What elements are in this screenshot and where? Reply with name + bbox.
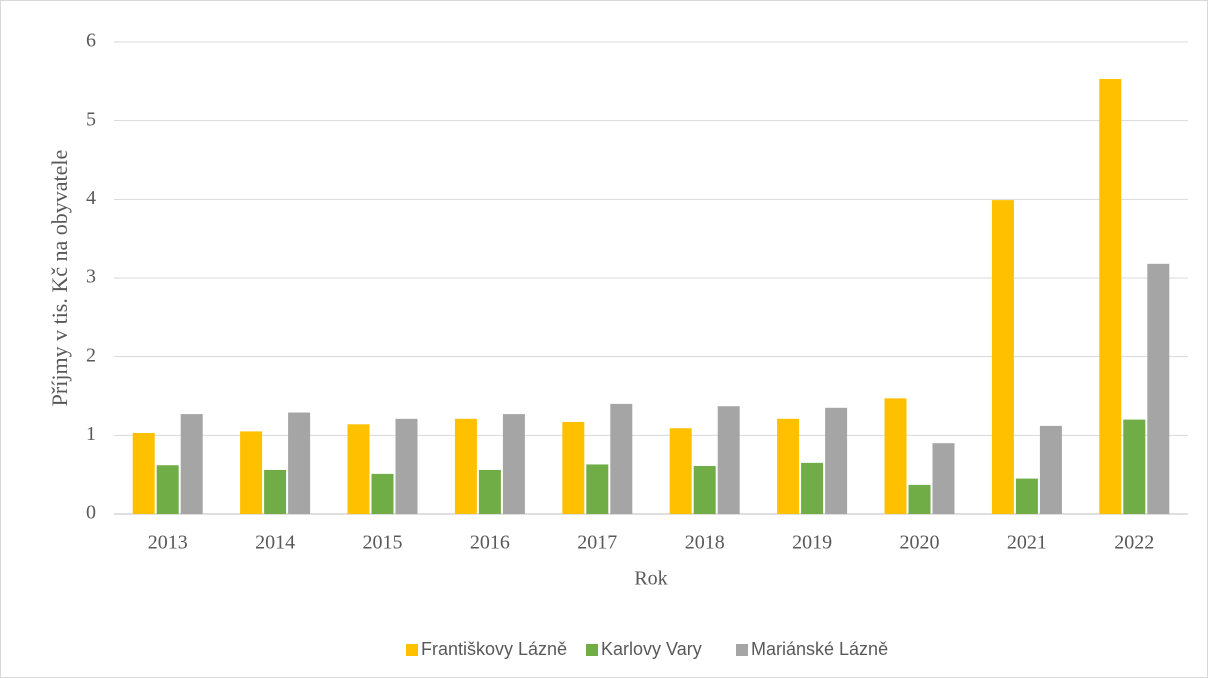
bar (991, 200, 1014, 514)
y-tick-label: 1 (86, 423, 96, 445)
x-tick-label: 2018 (685, 532, 725, 554)
y-tick-label: 0 (86, 502, 96, 524)
bar (180, 414, 203, 514)
y-tick-label: 3 (86, 266, 96, 288)
y-tick-label: 5 (86, 108, 96, 130)
bar (502, 414, 525, 514)
bar (586, 464, 609, 514)
x-tick-label: 2019 (792, 532, 832, 554)
x-tick-label: 2022 (1114, 532, 1154, 554)
bar (478, 469, 501, 514)
bar (1039, 425, 1062, 514)
bar (264, 469, 287, 514)
legend-label: Františkovy Lázně (421, 639, 567, 659)
bar (132, 432, 155, 514)
bar (288, 412, 311, 514)
x-tick-label: 2020 (900, 532, 940, 554)
bar (156, 465, 179, 514)
bar (454, 418, 477, 514)
bar (693, 466, 716, 514)
bar (1099, 78, 1122, 515)
x-axis-label: Rok (634, 568, 667, 590)
bar (932, 443, 955, 514)
bar (1123, 419, 1146, 514)
legend-swatch (736, 644, 748, 656)
bar (1147, 263, 1170, 514)
x-tick-label: 2016 (470, 532, 510, 554)
legend-label: Karlovy Vary (601, 639, 702, 659)
x-tick-label: 2021 (1007, 532, 1047, 554)
bar (610, 403, 633, 514)
x-tick-label: 2015 (363, 532, 403, 554)
bar (801, 462, 824, 514)
bar (395, 418, 418, 514)
x-tick-label: 2013 (148, 532, 188, 554)
bar (777, 418, 800, 514)
legend-swatch (406, 644, 418, 656)
bar (562, 421, 585, 514)
y-axis-label: Příjmy v tis. Kč na obyvatele (47, 150, 72, 407)
y-tick-label: 2 (86, 344, 96, 366)
x-tick-label: 2017 (577, 532, 617, 554)
legend-swatch (586, 644, 598, 656)
legend-label: Mariánské Lázně (751, 639, 888, 659)
bar (347, 424, 370, 514)
bar (371, 473, 394, 514)
y-tick-label: 4 (86, 187, 96, 209)
bar (908, 484, 931, 514)
bar (884, 398, 907, 514)
bar (1015, 478, 1038, 514)
y-tick-label: 6 (86, 30, 96, 52)
bar (669, 428, 692, 514)
bar (717, 406, 740, 514)
x-tick-label: 2014 (255, 532, 295, 554)
bar (825, 407, 848, 514)
bar (240, 431, 263, 514)
